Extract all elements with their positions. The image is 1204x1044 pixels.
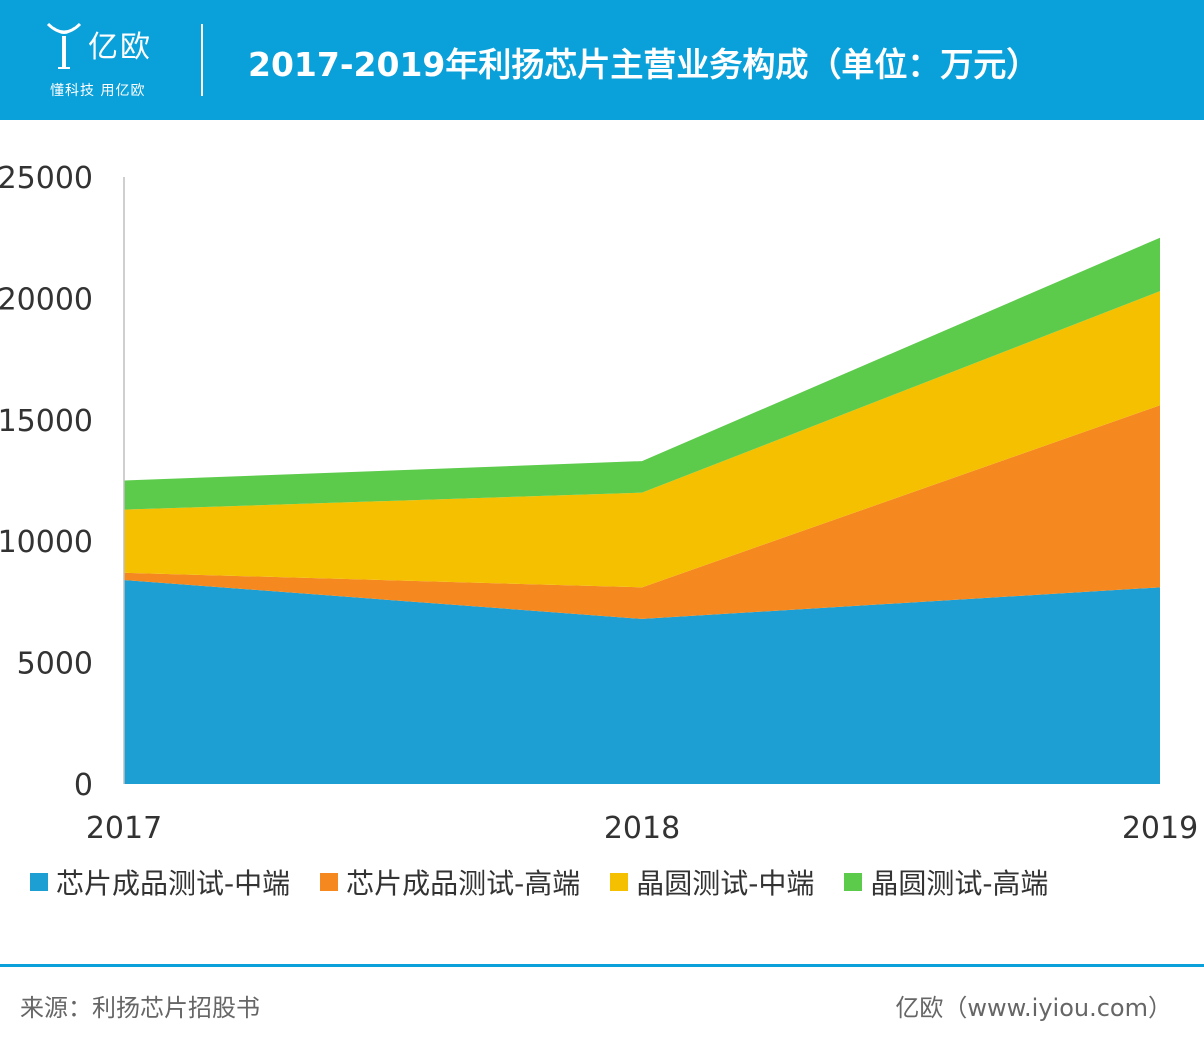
chart-title: 2017-2019年利扬芯片主营业务构成（单位：万元）	[248, 45, 1040, 84]
x-tick-label: 2018	[604, 811, 680, 846]
y-tick-label: 15000	[0, 404, 93, 439]
legend-swatch	[610, 873, 629, 891]
y-tick-label: 25000	[0, 161, 93, 196]
stacked-area-chart: 0 5000 10000 15000 20000 25000 2017 2018 2019	[0, 161, 1198, 846]
legend-label: 晶圆测试-高端	[870, 867, 1049, 900]
credit-note: 亿欧（www.iyiou.com）	[895, 994, 1172, 1022]
footer-rule	[0, 964, 1204, 967]
x-tick-label: 2019	[1122, 811, 1198, 846]
legend-item-4: 晶圆测试-高端	[844, 862, 1048, 902]
legend-item-3: 晶圆测试-中端	[610, 862, 814, 902]
y-tick-label: 0	[74, 768, 93, 803]
header-banner: 亿欧 懂科技 用亿欧 2017-2019年利扬芯片主营业务构成（单位：万元）	[0, 0, 1204, 120]
x-tick-label: 2017	[86, 811, 162, 846]
y-tick-label: 10000	[0, 525, 93, 560]
area-series-1	[124, 580, 1160, 784]
logo-slogan: 懂科技 用亿欧	[50, 83, 146, 99]
legend-label: 芯片成品测试-高端	[346, 867, 581, 900]
area-series-4	[124, 237, 1160, 510]
area-series-3	[124, 291, 1160, 588]
legend-swatch	[320, 873, 339, 891]
area-series-2	[124, 405, 1160, 619]
y-tick-label: 20000	[0, 282, 93, 317]
legend-label: 芯片成品测试-中端	[56, 867, 291, 900]
y-tick-label: 5000	[17, 647, 93, 682]
chart-legend: 芯片成品测试-中端 芯片成品测试-高端 晶圆测试-中端 晶圆测试-高端	[30, 862, 1078, 902]
legend-label: 晶圆测试-中端	[636, 867, 815, 900]
source-note: 来源：利扬芯片招股书	[20, 994, 260, 1022]
yiou-logo-icon	[46, 22, 82, 69]
header-divider	[201, 24, 203, 96]
legend-item-2: 芯片成品测试-高端	[320, 862, 580, 902]
legend-item-1: 芯片成品测试-中端	[30, 862, 290, 902]
legend-swatch	[844, 873, 863, 891]
logo-name: 亿欧	[88, 30, 152, 65]
legend-swatch	[30, 873, 48, 891]
